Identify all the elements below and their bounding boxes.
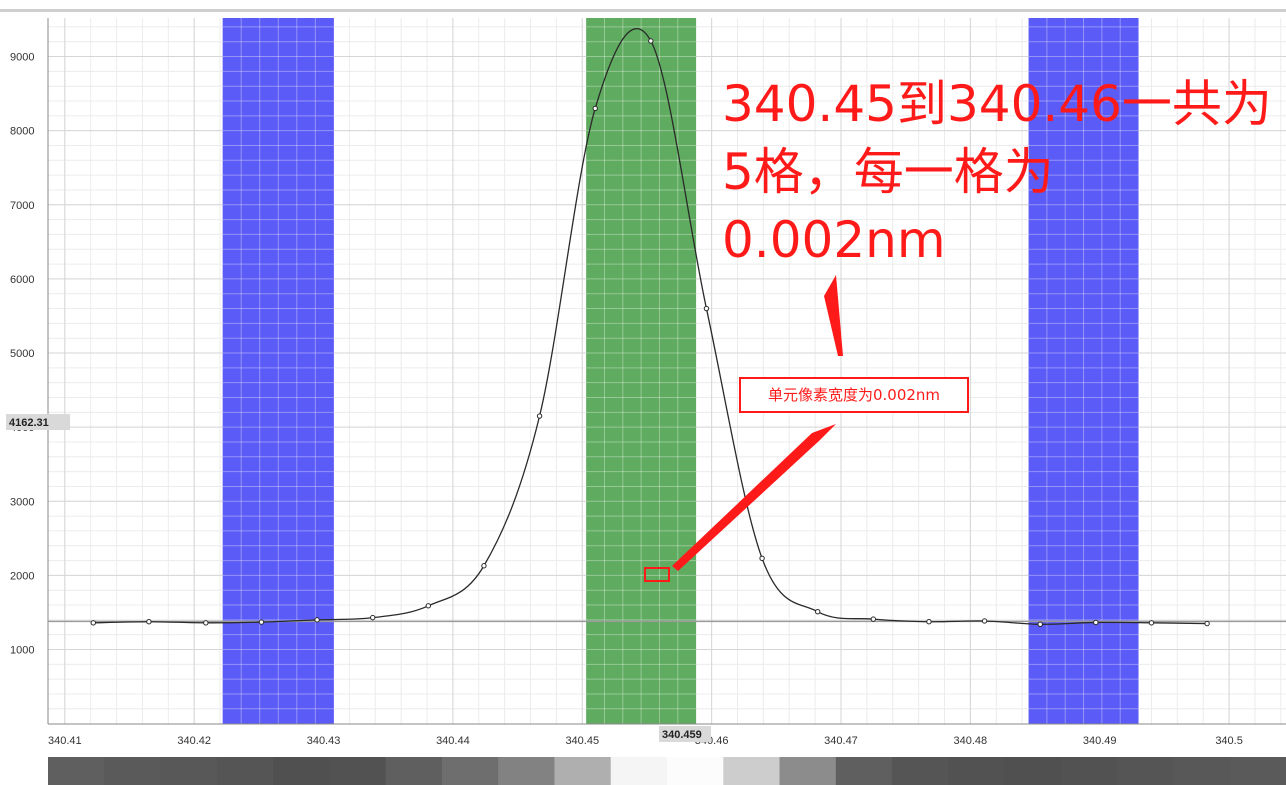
intensity-strip xyxy=(48,757,1286,785)
y-tick-label: 8000 xyxy=(10,126,34,138)
chart-top-border xyxy=(0,9,1286,12)
highlight-band xyxy=(586,18,697,724)
up-arrow xyxy=(824,275,843,356)
data-point xyxy=(648,38,654,44)
intensity-cell xyxy=(498,757,555,785)
data-point xyxy=(146,619,152,625)
y-tick-label: 9000 xyxy=(10,52,34,64)
x-tick-label: 340.47 xyxy=(824,735,858,747)
y-tick-labels: 100020003000400050006000700080009000 xyxy=(10,52,34,657)
data-point xyxy=(1093,619,1099,626)
intensity-cell xyxy=(329,757,387,785)
intensity-cell xyxy=(441,757,499,785)
data-point xyxy=(815,609,821,615)
x-tick-labels: 340.41 340.42 340.43 340.44 340.45 340.46 340.… xyxy=(48,735,1243,747)
x-tick-label: 340.43 xyxy=(307,735,341,747)
data-point xyxy=(981,618,988,624)
intensity-cell xyxy=(104,757,162,785)
data-point xyxy=(870,616,877,622)
data-point xyxy=(1037,621,1043,628)
y-tick-label: 6000 xyxy=(10,274,34,286)
band-grid-overlay xyxy=(222,18,1139,724)
data-point xyxy=(203,620,209,626)
y-tick-label: 3000 xyxy=(10,496,34,508)
data-point xyxy=(90,620,96,626)
x-tick-label: 340.48 xyxy=(954,735,988,747)
data-point xyxy=(314,617,320,623)
intensity-cell xyxy=(948,757,1006,785)
x-tick-label: 340.42 xyxy=(177,735,211,747)
data-point xyxy=(1148,620,1155,626)
data-point xyxy=(425,603,432,609)
intensity-cell xyxy=(835,757,893,785)
intensity-cell xyxy=(1004,757,1062,785)
intensity-cell xyxy=(723,757,781,785)
intensity-cell xyxy=(385,757,443,785)
intensity-cell xyxy=(610,757,668,785)
x-tick-label: 340.44 xyxy=(436,735,470,747)
highlight-band xyxy=(1028,18,1139,724)
intensity-cell xyxy=(1117,757,1174,785)
data-point xyxy=(536,413,543,419)
x-tick-label: 340.45 xyxy=(565,735,599,747)
y-cursor-readout: 4162.31 xyxy=(6,414,70,430)
data-point xyxy=(592,105,598,112)
data-point xyxy=(926,619,932,625)
intensity-cell xyxy=(160,757,218,785)
highlight-bands xyxy=(222,18,1139,724)
intensity-cell xyxy=(667,757,724,785)
x-tick-label: 340.49 xyxy=(1083,735,1117,747)
annotation-arrows xyxy=(644,275,843,582)
highlight-band xyxy=(222,18,334,724)
data-point xyxy=(370,614,376,621)
data-point xyxy=(703,305,710,312)
intensity-cell xyxy=(779,757,837,785)
y-cursor-label: 4162.31 xyxy=(9,417,49,429)
annotation-pixel-width: 单元像素宽度为0.002nm xyxy=(739,377,969,413)
data-point xyxy=(759,555,765,562)
intensity-cell xyxy=(892,757,949,785)
annotation-big-text: 340.45到340.46一共为 5格，每一格为 0.002nm xyxy=(722,75,1272,269)
intensity-cell xyxy=(216,757,274,785)
data-point xyxy=(258,619,265,625)
y-tick-label: 7000 xyxy=(10,200,34,212)
intensity-cell xyxy=(1060,757,1118,785)
x-cursor-readout: 340.459 xyxy=(659,726,711,742)
y-tick-label: 1000 xyxy=(10,645,34,657)
y-tick-label: 5000 xyxy=(10,348,34,360)
intensity-cell xyxy=(48,757,105,785)
intensity-cell xyxy=(1173,757,1231,785)
x-cursor-label: 340.459 xyxy=(662,729,702,741)
data-point xyxy=(1204,620,1210,627)
data-point xyxy=(481,563,487,569)
intensity-cell xyxy=(273,757,330,785)
data-points xyxy=(90,38,1210,628)
intensity-cell xyxy=(554,757,612,785)
y-tick-label: 2000 xyxy=(10,570,34,582)
pixel-highlight-box xyxy=(644,567,670,582)
x-tick-label: 340.5 xyxy=(1215,735,1243,747)
x-tick-label: 340.41 xyxy=(48,735,82,747)
intensity-cell xyxy=(1229,757,1286,785)
diagonal-arrow xyxy=(672,424,836,571)
